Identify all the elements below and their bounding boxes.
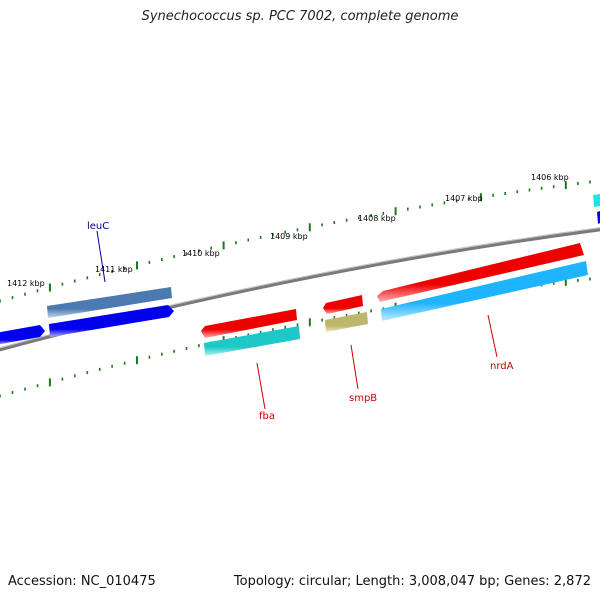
gene-nrdA-upper[interactable] <box>377 243 584 302</box>
kbp-label-1410: 1410 kbp <box>182 249 220 258</box>
leader-nrdA <box>487 314 498 358</box>
gene-blue-left[interactable] <box>0 325 45 345</box>
outer-tick-marks <box>0 180 591 303</box>
gene-smpB[interactable] <box>325 312 368 332</box>
gene-edge-cyan[interactable] <box>593 194 600 207</box>
gene-blue-leuC-adjacent[interactable] <box>49 305 174 337</box>
gene-smpB-upper[interactable] <box>323 295 363 314</box>
kbp-label-1406: 1406 kbp <box>531 173 569 182</box>
map-title: Synechococcus sp. PCC 7002, complete gen… <box>141 9 459 24</box>
label-leuC: leuC <box>87 221 109 232</box>
label-nrdA: nrdA <box>490 361 514 372</box>
gene-fba[interactable] <box>204 326 300 356</box>
leader-smpB <box>350 344 359 390</box>
gene-nrdA[interactable] <box>381 261 588 321</box>
accession-text: Accession: NC_010475 <box>8 574 156 589</box>
gene-leuC[interactable] <box>47 287 172 318</box>
kbp-label-1408: 1408 kbp <box>358 214 396 223</box>
genome-summary-text: Topology: circular; Length: 3,008,047 bp… <box>233 574 591 589</box>
kbp-label-1412: 1412 kbp <box>7 279 45 288</box>
kbp-label-1409: 1409 kbp <box>270 232 308 241</box>
gene-fba-upper[interactable] <box>201 309 297 338</box>
gene-edge-blue[interactable] <box>597 211 600 224</box>
label-smpB: smpB <box>349 393 377 404</box>
kbp-label-1411: 1411 kbp <box>95 265 133 274</box>
leader-fba <box>256 362 266 410</box>
label-fba: fba <box>259 411 275 422</box>
kbp-label-1407: 1407 kbp <box>445 194 483 203</box>
leader-leuC <box>96 230 106 283</box>
